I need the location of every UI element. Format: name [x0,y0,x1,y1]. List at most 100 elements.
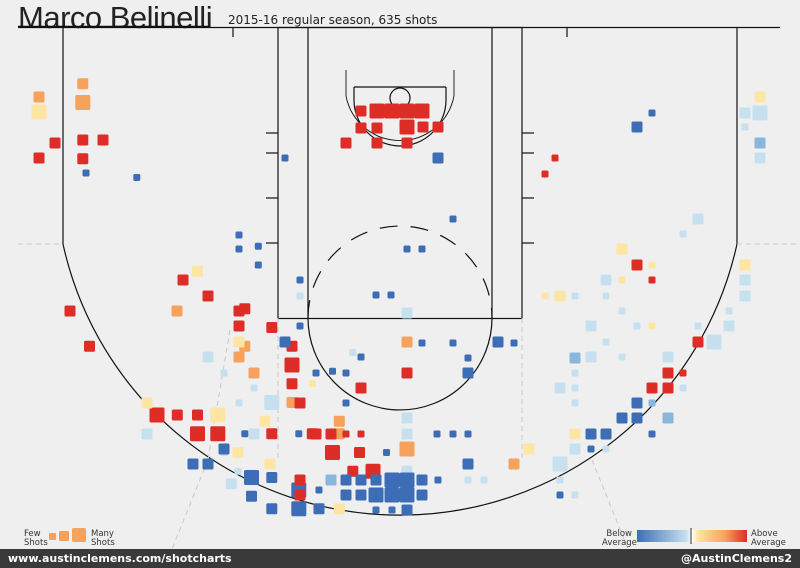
shot-bin [133,174,141,181]
shot-bin [739,107,751,119]
shot-bin [77,153,89,165]
outer-lane [277,26,523,320]
shot-bin [313,503,325,515]
shot-bin [725,307,733,315]
shot-bin [706,334,722,350]
shot-bin [571,491,579,499]
shot-bin [187,458,199,470]
shot-bin [294,397,306,409]
shot-bin [279,336,291,348]
shot-bin [739,290,751,302]
shot-bin [401,412,413,424]
shot-bin [388,506,396,514]
legend-few: Few Shots [24,529,48,548]
footer-url[interactable]: www.austinclemens.com/shotcharts [8,552,232,565]
shot-bin [602,338,610,346]
shot-bin [754,152,766,164]
shot-bin [648,261,656,269]
shot-bin [218,443,230,455]
shot-bin [233,336,245,348]
shot-bin [754,137,766,149]
shot-bin [325,474,337,486]
shot-bin [248,367,260,379]
shot-bin [232,447,244,458]
shot-bin [418,245,426,253]
shot-bin [662,351,674,363]
legend-below: Below Average [602,529,637,548]
shot-bin [585,428,597,440]
shot-bin [600,428,612,440]
shot-bin [244,470,259,485]
shot-bin [202,458,214,470]
shot-bin [432,152,444,164]
shot-bin [679,384,687,392]
shot-bin [648,276,656,284]
footer-handle[interactable]: @AustinClemens2 [680,552,792,565]
shot-bin [295,430,303,438]
shot-bin [571,384,579,392]
shot-bin [371,137,383,149]
shot-bin [284,357,300,373]
shot-bin [177,274,189,286]
shot-bin [315,486,323,494]
shot-bin [569,428,581,440]
shot-bin [662,382,674,394]
shot-bin [210,407,226,423]
shot-bin [556,491,564,499]
shot-bin [325,428,337,440]
shot-bin [254,242,262,250]
shot-bin [554,382,566,394]
shot-bin [387,291,395,299]
shot-bin [662,412,674,424]
shot-bin [355,105,367,117]
shot-bin [225,478,237,490]
shot-bin [554,290,566,302]
shot-bin [631,412,643,424]
zone-guides [18,243,800,549]
shot-bin [480,476,488,484]
shot-bin [646,382,658,394]
shot-bin [241,430,249,438]
shot-chart-svg [18,25,800,549]
shot-bin [49,137,61,149]
shot-bin [220,369,228,377]
shot-bin [383,449,390,456]
shot-bin [264,458,276,470]
shot-bin [508,458,520,470]
shot-bin [342,430,350,438]
shot-bin [355,474,367,486]
shot-bin [294,474,306,486]
shot-bin [371,122,383,134]
shot-bin [171,305,183,317]
shot-bin [190,426,205,442]
legend-above: Above Average [751,529,786,548]
shot-bin [571,369,579,377]
shot-bin [618,276,626,284]
shot-bin [77,78,89,90]
shot-bin [235,399,243,407]
shot-bin [333,415,345,427]
shot-bin [662,367,674,379]
shot-bin [464,354,472,362]
shot-bin [368,487,384,503]
shot-bin [600,274,612,286]
shot-bin [648,399,656,407]
shot-bin [354,447,365,458]
shot-bin [31,104,47,120]
shot-bin [333,428,345,440]
three-point-arc [62,243,738,516]
shot-bin [556,476,564,484]
shot-bin [82,169,90,177]
shot-bin [141,428,153,440]
shot-bin [401,137,413,149]
shot-bin [754,91,766,103]
shot-bin [449,430,457,438]
shot-bin [464,430,472,438]
shot-bin [552,456,568,472]
shot-bin [149,407,165,423]
shot-bin [384,103,400,119]
shot-bin [202,290,214,302]
shot-bin [464,476,472,484]
shot-bin [233,351,245,363]
shot-bin [648,430,656,438]
